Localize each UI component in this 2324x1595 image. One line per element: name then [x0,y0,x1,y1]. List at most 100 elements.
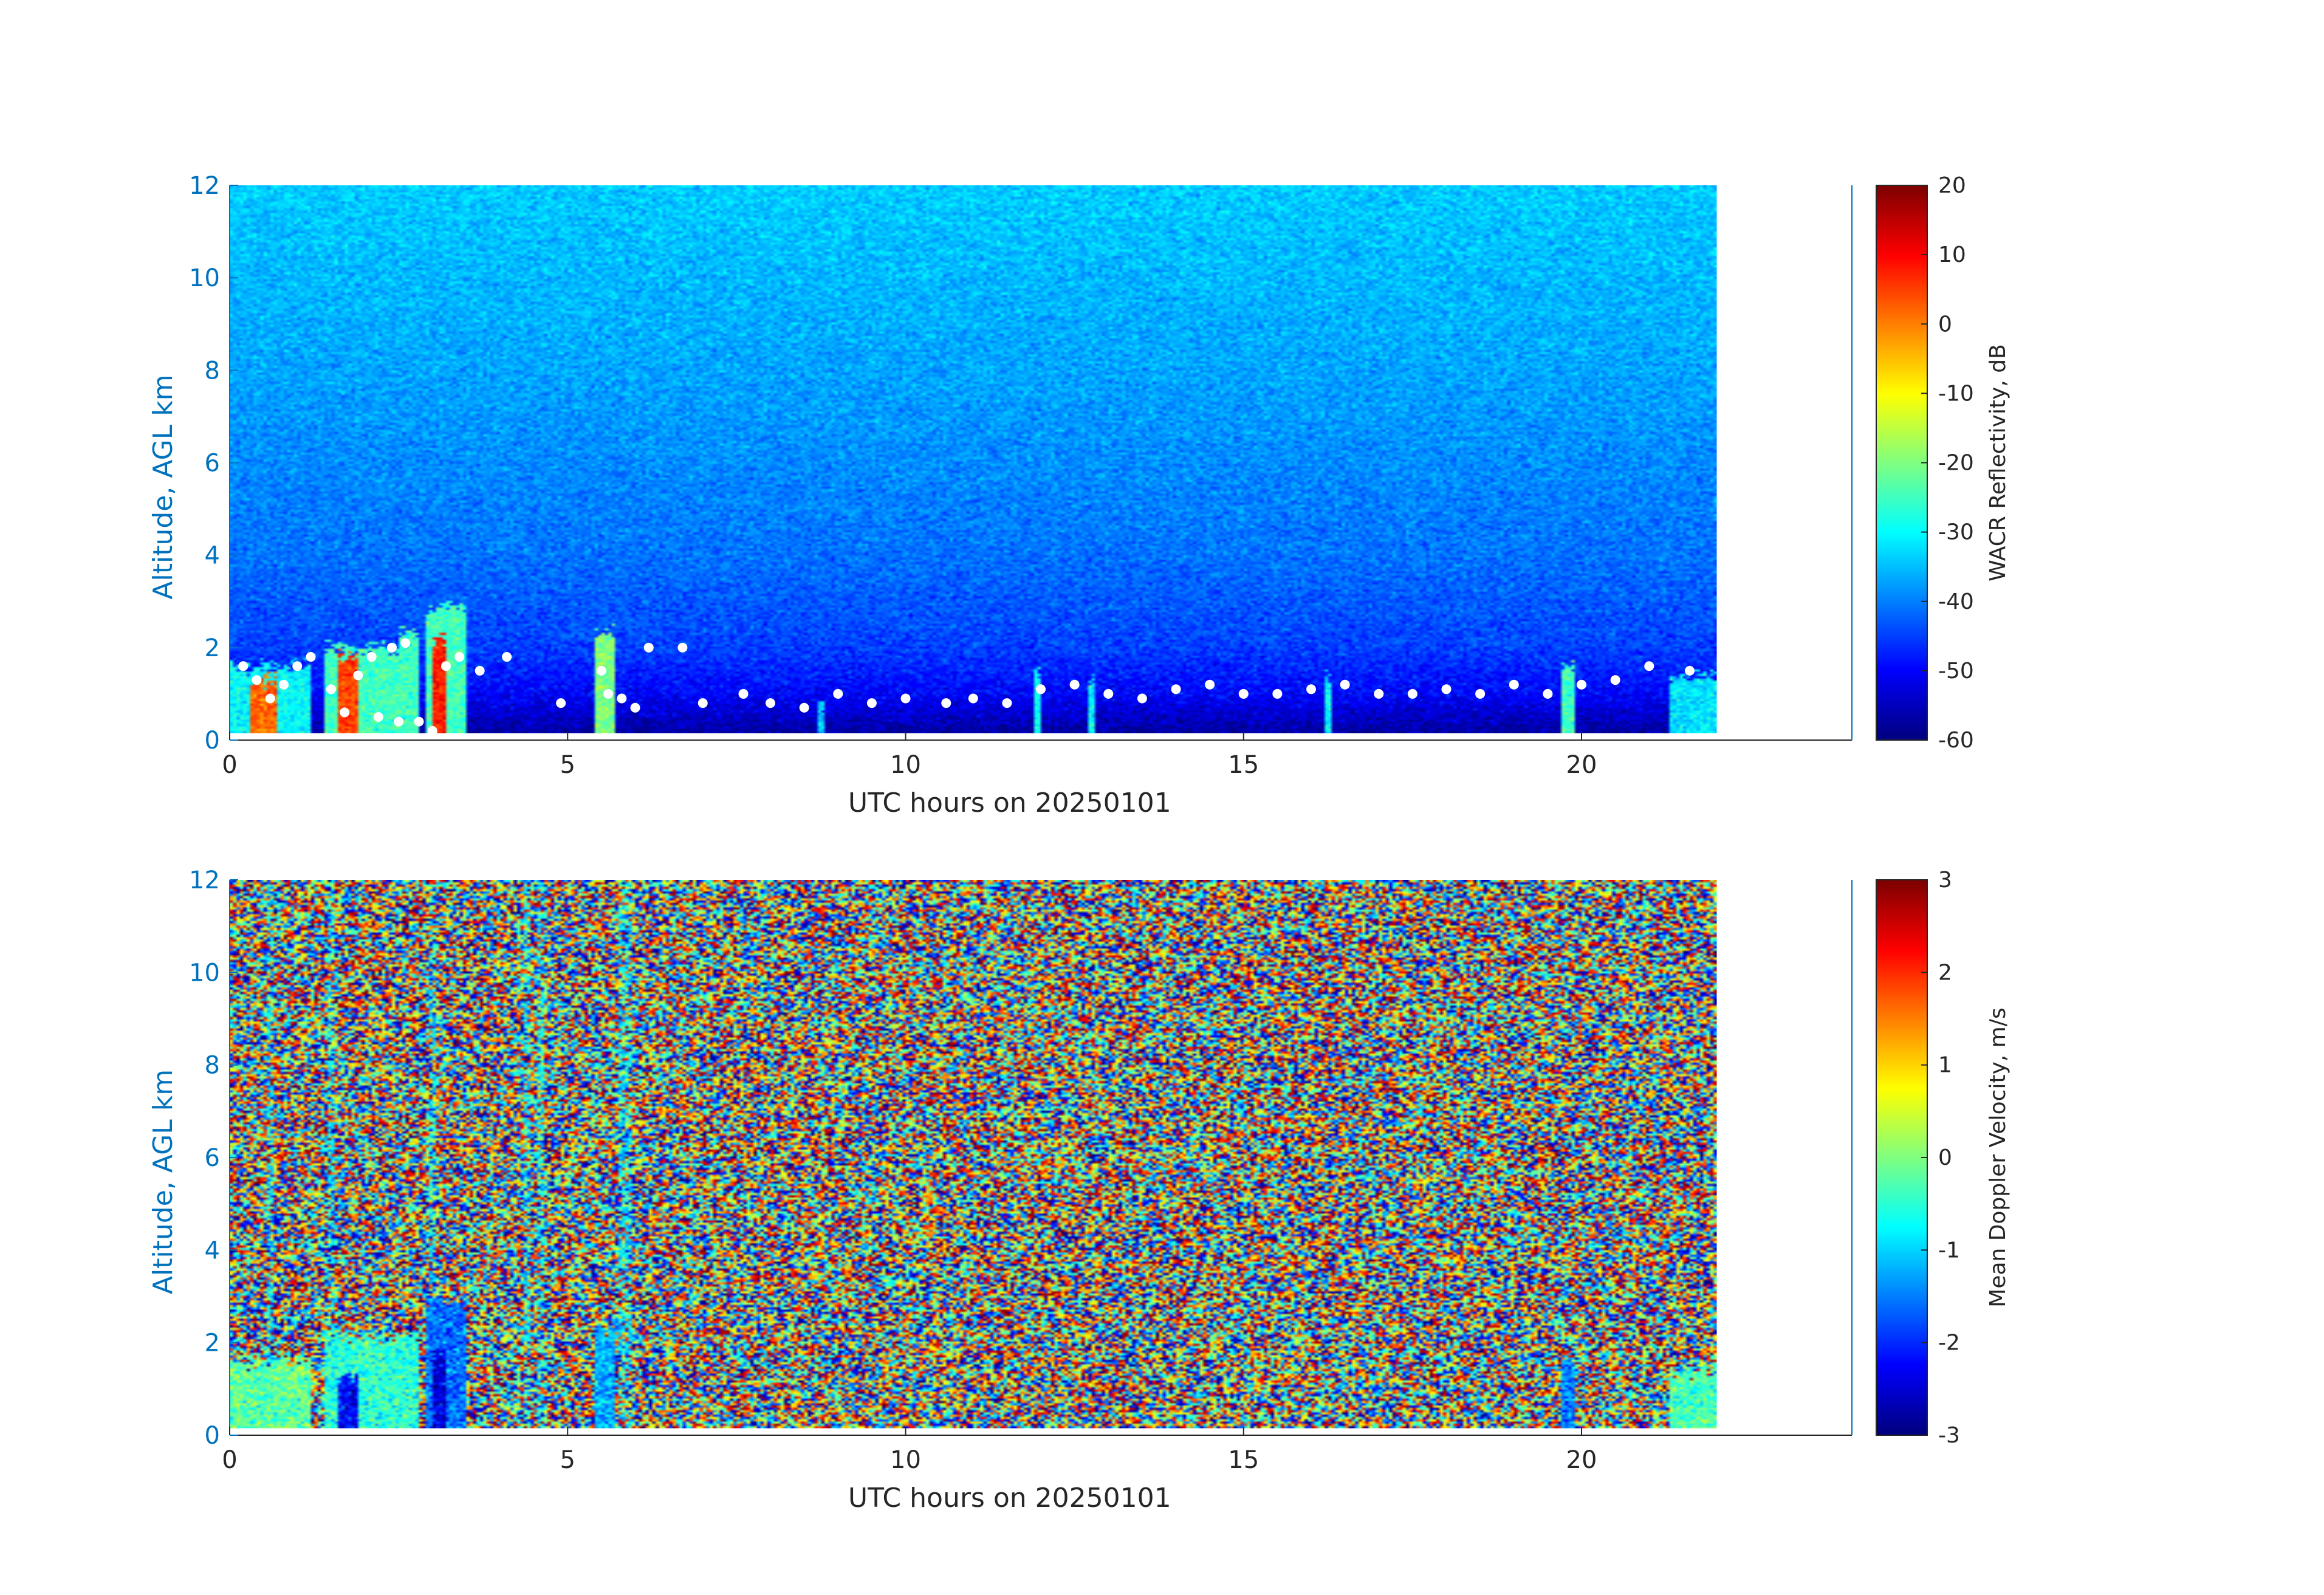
y-tick-label: 6 [205,1144,220,1172]
reflectivity-heatmap [230,185,1717,733]
cloud-base-marker [502,652,512,662]
cloud-base-marker [1644,661,1654,671]
cloud-base-marker [252,675,262,685]
cloud-base-marker [1036,684,1046,695]
cloud-base-marker [1509,679,1519,690]
x-tick-label: 15 [1228,751,1259,779]
cloud-base-marker [1340,679,1350,690]
y-tick-label: 10 [189,959,220,987]
cloud-base-marker [238,661,249,671]
cloud-base-marker [1205,679,1215,690]
cloud-base-marker [414,716,424,727]
cloud-base-marker [1577,679,1586,690]
cloud-base-marker [1374,688,1384,699]
cloud-base-marker [427,725,437,736]
velocity-heatmap-image [230,880,1717,1429]
reflectivity-panel: 0 5 10 15 20 0 2 4 6 8 10 12 Altitude, AGL km UTC h… [148,172,2010,818]
reflectivity-x-axis-label: UTC hours on 20250101 [848,787,1171,818]
colorbar-tick-label: 2 [1938,960,1952,985]
cloud-base-marker [394,716,404,727]
reflectivity-heatmap-image [230,185,1717,733]
colorbar-tick-label: -10 [1938,381,1974,406]
cloud-base-marker [1306,684,1316,695]
colorbar-tick-label: -3 [1938,1423,1960,1448]
cloud-base-marker [677,642,688,653]
reflectivity-colorbar-image [1876,185,1927,740]
colorbar-tick-label: 10 [1938,242,1966,267]
velocity-x-axis-label: UTC hours on 20250101 [848,1483,1171,1514]
reflectivity-colorbar-ticks: -60 -50 -40 -30 -20 -10 0 10 20 [1876,173,1974,753]
cloud-base-marker [643,642,654,653]
cloud-base-marker [630,702,640,713]
cloud-base-marker [617,693,627,704]
cloud-base-marker [1137,693,1147,704]
cloud-base-marker [353,670,363,681]
cloud-base-marker [799,702,809,713]
cloud-base-marker [326,684,336,695]
cloud-base-marker [441,661,451,671]
y-tick-label: 6 [205,450,220,478]
velocity-colorbar-image [1876,880,1927,1435]
cloud-base-marker [1103,688,1114,699]
x-tick-label: 15 [1228,1446,1259,1474]
x-tick-label: 0 [222,1446,237,1474]
cloud-base-marker [454,652,465,662]
y-tick-label: 4 [205,1237,220,1264]
velocity-axes: 0 5 10 15 20 0 2 4 6 8 10 12 [189,866,1853,1474]
velocity-y-axis-label: Altitude, AGL km [148,1069,179,1294]
cloud-base-marker [279,679,289,690]
cloud-base-marker [340,707,350,718]
cloud-base-marker [698,698,708,708]
x-tick-label: 5 [560,1446,575,1474]
colorbar-tick-label: 20 [1938,173,1966,198]
colorbar-tick-label: -40 [1938,589,1974,614]
reflectivity-colorbar: -60 -50 -40 -30 -20 -10 0 10 20 WACR Reflectivit… [1876,173,2010,753]
velocity-colorbar-ticks: -3 -2 -1 0 1 2 3 [1876,868,1960,1448]
velocity-heatmap [230,880,1717,1429]
colorbar-tick-label: -30 [1938,520,1974,545]
cloud-base-marker [738,688,749,699]
cloud-base-marker [1069,679,1080,690]
cloud-base-marker [387,642,397,653]
cloud-base-marker [833,688,843,699]
y-tick-label: 8 [205,357,220,385]
cloud-base-marker [1272,688,1283,699]
y-tick-label: 0 [205,727,220,755]
cloud-base-marker [1171,684,1181,695]
colorbar-tick-label: 1 [1938,1053,1952,1078]
y-tick-label: 2 [205,1329,220,1357]
cloud-base-marker [556,698,566,708]
cloud-base-marker [1475,688,1486,699]
x-tick-label: 20 [1566,751,1597,779]
y-tick-label: 0 [205,1422,220,1450]
cloud-base-marker [366,652,377,662]
cloud-base-markers [238,638,1695,736]
y-tick-label: 12 [189,172,220,200]
colorbar-tick-label: -50 [1938,659,1974,684]
cloud-base-marker [1543,688,1553,699]
x-tick-label: 10 [890,751,921,779]
y-tick-label: 12 [189,866,220,894]
colorbar-tick-label: -20 [1938,451,1974,476]
colorbar-tick-label: 0 [1938,312,1952,337]
cloud-base-marker [1441,684,1452,695]
cloud-base-marker [900,693,911,704]
cloud-base-marker [968,693,978,704]
cloud-base-marker [866,698,877,708]
colorbar-tick-label: 3 [1938,868,1952,893]
colorbar-tick-label: 0 [1938,1145,1952,1170]
cloud-base-marker [941,698,951,708]
colorbar-tick-label: -2 [1938,1331,1960,1356]
cloud-base-marker [1407,688,1417,699]
cloud-base-marker [603,688,613,699]
cloud-base-marker [1610,675,1620,685]
reflectivity-y-axis-label: Altitude, AGL km [148,374,179,599]
colorbar-tick-label: -1 [1938,1238,1960,1263]
y-tick-label: 2 [205,634,220,662]
y-tick-label: 8 [205,1052,220,1080]
cloud-base-marker [1238,688,1249,699]
cloud-base-marker [596,665,606,676]
x-tick-label: 20 [1566,1446,1597,1474]
